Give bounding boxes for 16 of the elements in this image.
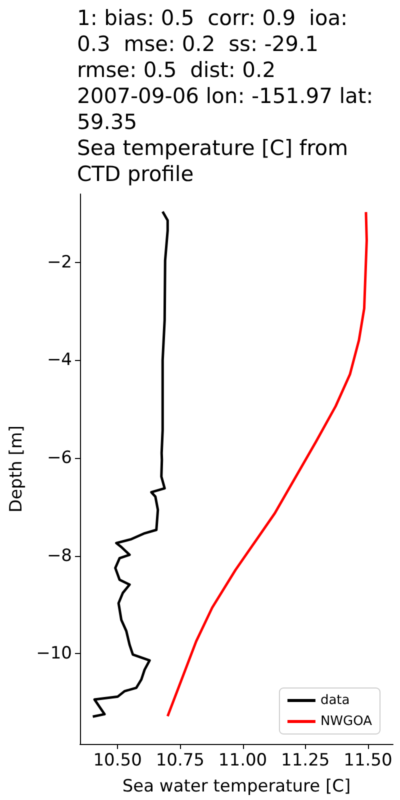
legend-label: data	[320, 693, 350, 708]
y-tick-label: −8	[46, 546, 72, 566]
y-tick-label: −4	[46, 350, 72, 370]
x-tick-label: 10.50	[93, 750, 142, 770]
x-tick-label: 10.75	[156, 750, 204, 770]
x-axis-title: Sea water temperature [C]	[122, 776, 351, 796]
line-series	[92, 210, 169, 718]
y-tick-label: −6	[46, 448, 72, 468]
y-axis-title: Depth [m]	[6, 425, 27, 513]
x-tick-label: 11.00	[218, 750, 268, 770]
legend-label: NWGOA	[320, 714, 372, 729]
y-tick-label: −2	[46, 252, 72, 272]
x-tick-label: 11.25	[281, 750, 330, 770]
chart-title: 1: bias: 0.5 corr: 0.9 ioa: 0.3 mse: 0.2 ss: -29.1 rmse: 0.5 dist: 0.2 2007-09-06 lon: -151.97 lat: 59.35 Sea temperature [C] from CTD profile	[77, 6, 374, 186]
x-tick-label: 11.50	[344, 750, 392, 770]
y-tick-label: −10	[36, 644, 72, 664]
